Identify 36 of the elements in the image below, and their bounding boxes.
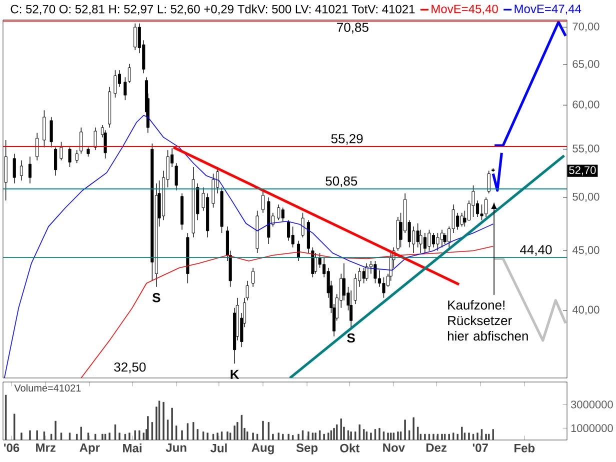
- annotation: 32,50: [114, 362, 146, 374]
- x-tick-label: Sep: [296, 444, 318, 454]
- annotation: K: [230, 370, 240, 379]
- x-tick-label: Jul: [210, 444, 227, 452]
- chart-title: Volume=41021: [14, 384, 81, 392]
- x-tick-label: Mai: [123, 444, 142, 452]
- annotation: S: [152, 293, 160, 302]
- annotation: Kaufzone! Rücksetzer hier abfischen: [448, 300, 528, 341]
- annotation: S: [347, 333, 355, 343]
- y-tick-label: 70,00: [572, 22, 600, 32]
- legend-label: MovE=45,40: [432, 4, 498, 15]
- ref-line-label: 44,40: [520, 245, 552, 256]
- x-tick-label: Mrz: [36, 444, 56, 452]
- annotation: 52,70: [569, 166, 596, 176]
- legend-label: MovE=47,44: [514, 4, 582, 15]
- chart-title: C: 52,70 O: 52,81 H: 52,97 L: 52,60 +0,29 TdkV: 500 LV: 41021 TotV: 41021: [10, 4, 415, 15]
- x-tick-label: Okt: [340, 444, 360, 452]
- ref-line-label: 70,85: [337, 22, 368, 34]
- y-tick-label: 50,00: [572, 192, 600, 202]
- y-tick-label: 60,00: [572, 100, 600, 110]
- y-tick-label: 45,00: [572, 246, 600, 256]
- x-tick-label: Nov: [383, 444, 405, 452]
- y-tick-label: 40,00: [572, 306, 600, 315]
- ref-line-label: 50,85: [326, 176, 358, 188]
- ref-line-label: 55,29: [331, 134, 363, 145]
- x-tick-label: Aug: [252, 444, 274, 454]
- y-tick-label: 1000000: [571, 424, 613, 432]
- y-tick-label: 55,00: [572, 144, 600, 154]
- x-tick-label: Jun: [166, 444, 186, 452]
- x-tick-label: '06: [4, 444, 20, 452]
- y-tick-label: 65,00: [572, 60, 600, 70]
- x-tick-label: '07: [472, 444, 488, 452]
- x-tick-label: Dez: [426, 444, 447, 452]
- y-tick-label: 3000000: [570, 400, 613, 408]
- x-tick-label: Feb: [514, 444, 535, 452]
- x-tick-label: Apr: [80, 444, 100, 454]
